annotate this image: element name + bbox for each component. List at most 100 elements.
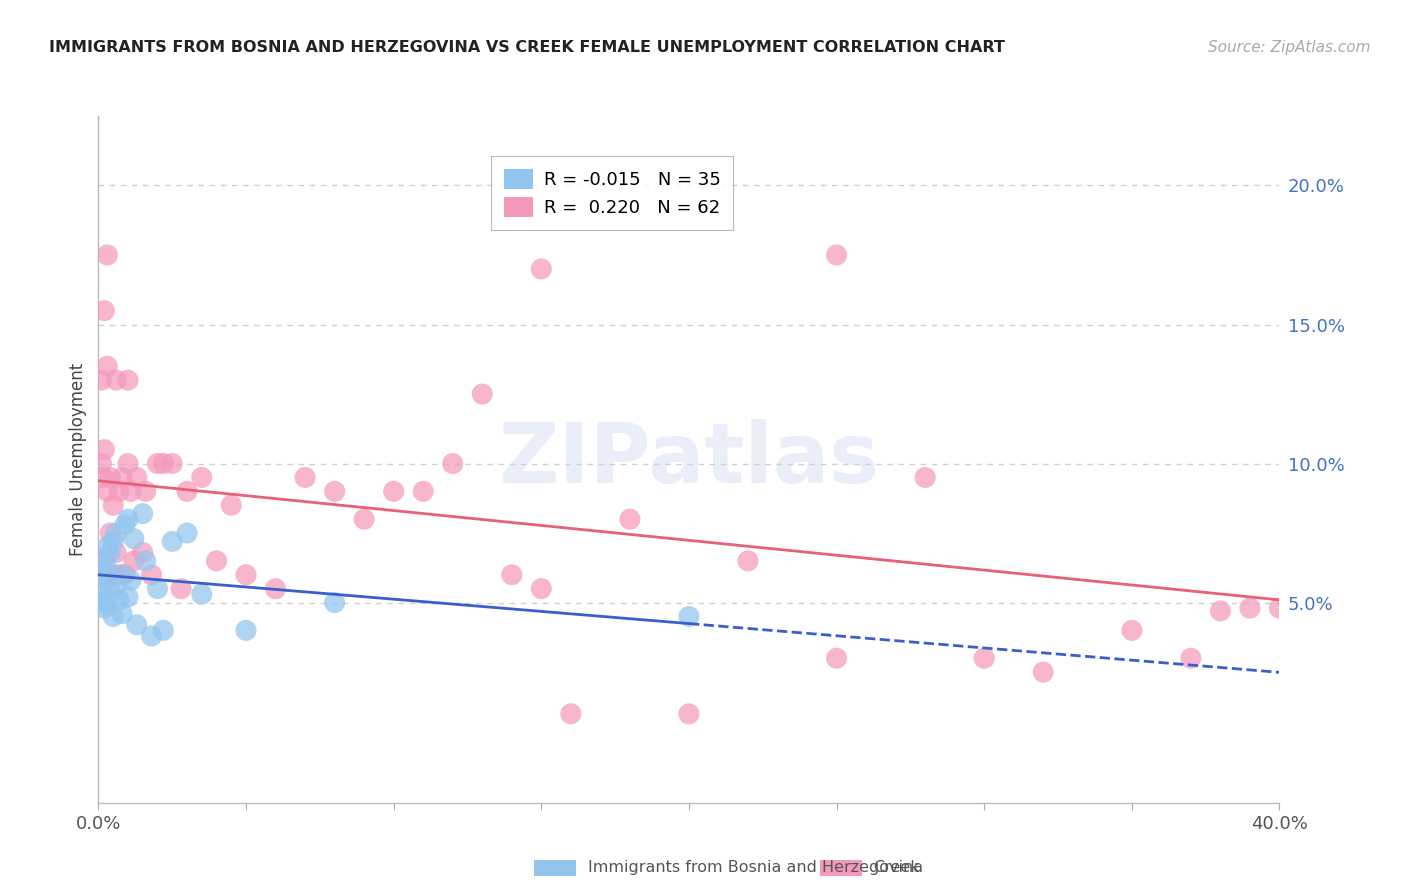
Point <box>105 526 128 541</box>
Point <box>89 554 111 568</box>
Point <box>103 609 125 624</box>
Point <box>93 442 115 457</box>
Point <box>1268 601 1291 615</box>
Point <box>152 624 174 638</box>
Point <box>111 567 134 582</box>
Point <box>191 470 214 484</box>
Point <box>117 457 139 471</box>
Point <box>91 470 114 484</box>
Point <box>619 512 641 526</box>
Point <box>103 534 125 549</box>
Point <box>1239 601 1261 615</box>
Point <box>1032 665 1054 679</box>
Point <box>441 457 464 471</box>
Point <box>90 582 112 596</box>
Point <box>98 545 121 559</box>
Point <box>93 601 115 615</box>
Point <box>191 587 214 601</box>
Point <box>264 582 287 596</box>
Point <box>114 567 136 582</box>
Text: IMMIGRANTS FROM BOSNIA AND HERZEGOVINA VS CREEK FEMALE UNEMPLOYMENT CORRELATION : IMMIGRANTS FROM BOSNIA AND HERZEGOVINA V… <box>49 40 1005 55</box>
Text: Creek: Creek <box>873 861 920 875</box>
Point <box>176 484 198 499</box>
Point <box>205 554 228 568</box>
Point <box>111 470 134 484</box>
Point <box>96 596 118 610</box>
Point <box>117 512 139 526</box>
Point <box>678 609 700 624</box>
Point <box>176 526 198 541</box>
Point <box>973 651 995 665</box>
Point <box>96 248 118 262</box>
Point <box>1180 651 1202 665</box>
Point <box>98 526 121 541</box>
Point <box>235 624 257 638</box>
Point <box>825 651 848 665</box>
Point <box>560 706 582 721</box>
Point <box>530 261 553 276</box>
Point <box>530 582 553 596</box>
Point <box>914 470 936 484</box>
Point <box>170 582 193 596</box>
Point <box>94 574 117 588</box>
Point <box>737 554 759 568</box>
Point <box>471 387 494 401</box>
Point <box>152 457 174 471</box>
Point <box>90 457 112 471</box>
Point <box>90 373 112 387</box>
Point <box>125 617 148 632</box>
Point <box>103 567 125 582</box>
Point <box>141 629 163 643</box>
Point <box>412 484 434 499</box>
Point <box>96 359 118 374</box>
Point <box>93 554 115 568</box>
Point <box>294 470 316 484</box>
Text: Immigrants from Bosnia and Herzegovina: Immigrants from Bosnia and Herzegovina <box>588 861 922 875</box>
Point <box>125 470 148 484</box>
Point <box>122 532 145 546</box>
Point <box>353 512 375 526</box>
Point <box>105 579 128 593</box>
Point <box>825 248 848 262</box>
Point <box>132 545 155 559</box>
Point <box>96 484 118 499</box>
Point <box>382 484 405 499</box>
Point <box>141 567 163 582</box>
Point <box>120 484 142 499</box>
Point <box>108 484 131 499</box>
Point <box>117 373 139 387</box>
Point <box>162 457 183 471</box>
Point <box>108 592 131 607</box>
Point <box>120 574 142 588</box>
Point <box>105 373 128 387</box>
Point <box>135 554 157 568</box>
Point <box>91 567 114 582</box>
Point <box>96 562 118 576</box>
Point <box>235 567 257 582</box>
Text: Source: ZipAtlas.com: Source: ZipAtlas.com <box>1208 40 1371 55</box>
Point <box>111 607 134 621</box>
Point <box>122 554 145 568</box>
Point <box>105 545 128 559</box>
Point <box>135 484 157 499</box>
Point <box>103 498 125 512</box>
Point <box>98 584 121 599</box>
Point <box>1121 624 1143 638</box>
Point <box>1209 604 1232 618</box>
Point <box>678 706 700 721</box>
Point <box>89 596 111 610</box>
Point <box>162 534 183 549</box>
Point <box>114 517 136 532</box>
Point <box>146 582 169 596</box>
Point <box>323 596 346 610</box>
Point <box>96 540 118 554</box>
Point <box>98 470 121 484</box>
Point <box>323 484 346 499</box>
Point <box>221 498 243 512</box>
Point <box>132 507 155 521</box>
Legend: R = -0.015   N = 35, R =  0.220   N = 62: R = -0.015 N = 35, R = 0.220 N = 62 <box>491 156 733 230</box>
Point <box>108 567 131 582</box>
Point <box>93 303 115 318</box>
Point <box>117 590 139 604</box>
Point <box>501 567 523 582</box>
